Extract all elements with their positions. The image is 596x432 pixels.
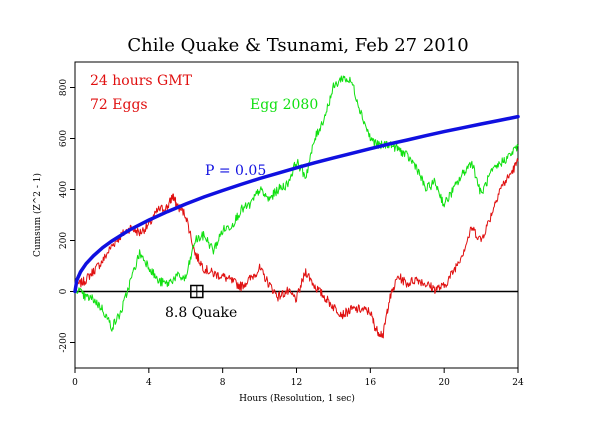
x-tick-label: 20: [438, 378, 450, 388]
annotation-p-value: P = 0.05: [205, 163, 266, 179]
y-tick-label: 600: [59, 130, 69, 147]
significance-curve: [73, 114, 520, 294]
x-tick-label: 0: [72, 378, 78, 388]
y-axis: -200 0 200 400 600 800: [59, 79, 75, 353]
y-tick-label: 800: [59, 79, 69, 96]
chart-title: Chile Quake & Tsunami, Feb 27 2010: [127, 35, 468, 56]
annotation-time: 24 hours GMT: [90, 73, 193, 89]
x-tick-label: 16: [365, 378, 377, 388]
x-tick-label: 8: [220, 378, 226, 388]
x-tick-label: 4: [146, 378, 152, 388]
annotation-egg-2080: Egg 2080: [250, 97, 318, 113]
y-tick-label: 0: [59, 288, 69, 294]
quake-marker: [190, 284, 204, 299]
plot-area: [73, 75, 520, 339]
y-tick-label: -200: [59, 332, 69, 352]
y-tick-label: 400: [59, 181, 69, 198]
x-tick-label: 12: [291, 378, 302, 388]
series-line-72-eggs: [74, 158, 519, 339]
y-axis-label: Cumsum (Z^2 - 1): [32, 173, 43, 257]
x-axis: 0 4 8 12 16 20 24: [72, 368, 524, 388]
y-tick-label: 200: [59, 232, 69, 249]
x-axis-label: Hours (Resolution, 1 sec): [239, 393, 355, 404]
annotation-eggs: 72 Eggs: [90, 97, 148, 113]
x-tick-label: 24: [512, 378, 524, 388]
annotation-quake: 8.8 Quake: [165, 305, 237, 321]
